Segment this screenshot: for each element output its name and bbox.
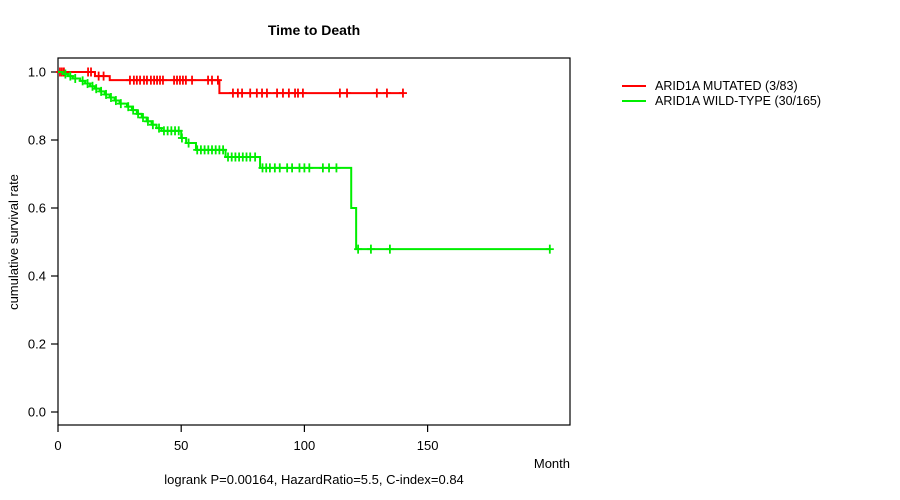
x-tick-label: 50: [174, 438, 188, 453]
survival-curve-wildtype: [58, 71, 550, 251]
y-tick-label: 0.8: [28, 133, 46, 148]
statistics-annotation: logrank P=0.00164, HazardRatio=5.5, C-in…: [164, 472, 464, 487]
survival-curve-mutated: [58, 71, 403, 95]
y-tick-label: 1.0: [28, 65, 46, 80]
legend-label-wildtype: ARID1A WILD-TYPE (30/165): [655, 93, 822, 108]
legend-line-green: [622, 99, 646, 102]
legend-label-mutated: ARID1A MUTATED (3/83): [655, 78, 798, 93]
y-tick-label: 0.2: [28, 337, 46, 352]
chart-title: Time to Death: [267, 22, 361, 38]
x-tick-label: 0: [54, 438, 61, 453]
legend-item-mutated: ARID1A MUTATED (3/83): [622, 78, 821, 93]
legend: ARID1A MUTATED (3/83) ARID1A WILD-TYPE (…: [622, 78, 821, 108]
plot-box: [57, 57, 571, 426]
x-tick-label: 150: [417, 438, 439, 453]
legend-line-red: [622, 84, 646, 87]
y-tick-label: 0.4: [28, 269, 46, 284]
y-tick-label: 0.6: [28, 201, 46, 216]
x-tick-label: 100: [294, 438, 316, 453]
x-axis-label: Month: [533, 456, 570, 471]
y-tick-label: 0.0: [28, 405, 46, 420]
legend-item-wildtype: ARID1A WILD-TYPE (30/165): [622, 93, 821, 108]
